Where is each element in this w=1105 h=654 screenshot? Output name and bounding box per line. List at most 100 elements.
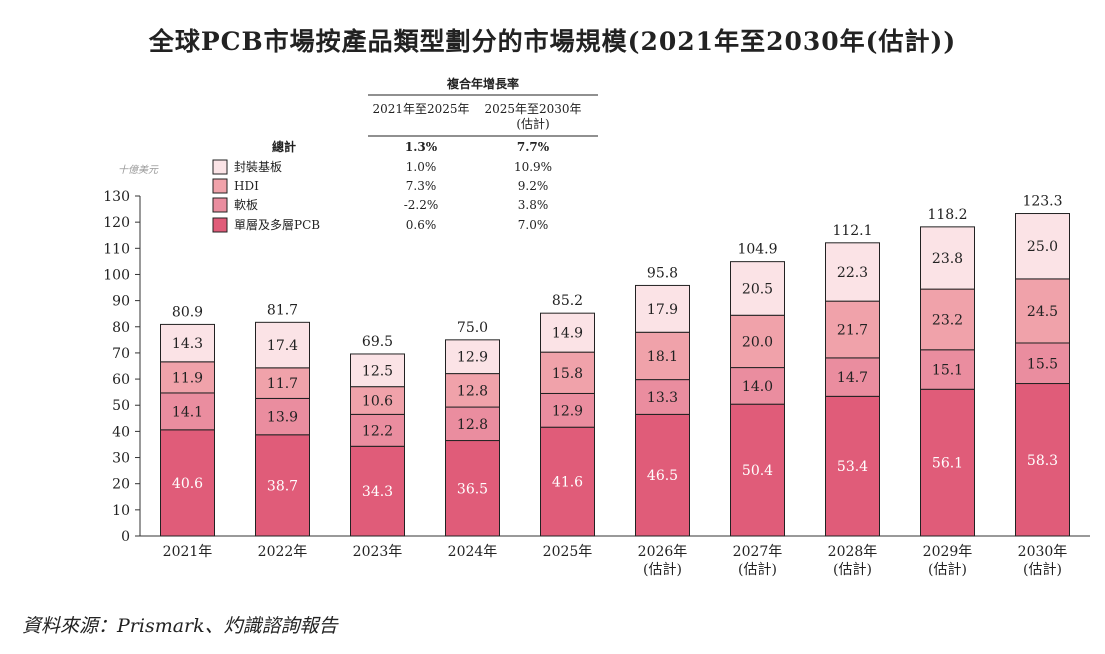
bar-segment — [540, 426, 595, 537]
data-label: 13.3 — [647, 390, 678, 406]
x-tick-label: 2021年 — [163, 544, 213, 560]
data-label: 56.1 — [932, 456, 963, 472]
data-label: 13.9 — [267, 410, 298, 426]
x-tick-label: 2022年 — [258, 544, 308, 560]
bar-segment — [635, 379, 690, 415]
x-tick-label: 2025年 — [543, 544, 593, 560]
x-tick-label: (估計) — [833, 562, 872, 578]
cagr-value: 1.3% — [405, 140, 438, 154]
y-tick-label: 100 — [103, 267, 130, 283]
bar-segment — [350, 445, 405, 537]
bar-segment — [445, 339, 500, 375]
data-label: 12.9 — [552, 403, 583, 419]
bar-segment — [825, 395, 880, 537]
total-label: 75.0 — [457, 320, 488, 336]
data-label: 20.5 — [742, 281, 773, 297]
chart-title: 全球PCB市場按產品類型劃分的市場規模(2021年至2030年(估計)) — [148, 27, 957, 56]
data-label: 14.3 — [172, 336, 203, 352]
data-label: 46.5 — [647, 468, 678, 484]
data-label: 14.0 — [742, 379, 773, 395]
cagr-value: 7.0% — [518, 218, 549, 232]
source-note: 資料來源：Prismark、灼識諮詢報告 — [22, 615, 338, 637]
x-tick-label: 2029年 — [923, 544, 973, 560]
cagr-value: 3.8% — [518, 198, 549, 212]
legend-label: 封裝基板 — [234, 160, 282, 174]
total-label: 69.5 — [362, 334, 393, 350]
data-label: 40.6 — [172, 476, 203, 492]
bar-segment — [160, 361, 215, 394]
y-tick-label: 110 — [103, 241, 130, 257]
bar-segment — [920, 288, 975, 351]
bar-segment — [730, 367, 785, 405]
legend-label: 單層及多層PCB — [234, 218, 320, 232]
data-label: 14.1 — [172, 404, 203, 420]
y-tick-label: 0 — [121, 529, 130, 545]
bar-segment — [635, 284, 690, 333]
data-label: 50.4 — [742, 463, 773, 479]
x-tick-label: 2030年 — [1018, 544, 1068, 560]
total-label: 95.8 — [647, 265, 678, 281]
data-label: 12.9 — [457, 350, 488, 366]
data-label: 21.7 — [837, 323, 868, 339]
cagr-header: 複合年增長率 — [446, 76, 519, 91]
cagr-col2-header: 2025年至2030年 — [484, 102, 581, 116]
data-label: 24.5 — [1027, 304, 1058, 320]
bar-segment — [350, 413, 405, 447]
y-tick-label: 10 — [112, 503, 130, 519]
bar-segment — [1015, 383, 1070, 537]
data-label: 58.3 — [1027, 453, 1058, 469]
x-tick-label: 2026年 — [638, 544, 688, 560]
total-label: 123.3 — [1022, 194, 1062, 210]
y-unit-label: 十億美元 — [118, 164, 159, 176]
data-label: 36.5 — [457, 481, 488, 497]
bar-segment — [730, 314, 785, 369]
total-label: 81.7 — [267, 302, 298, 318]
total-label: 112.1 — [832, 223, 872, 239]
data-label: 23.8 — [932, 251, 963, 267]
data-label: 17.9 — [647, 302, 678, 318]
x-tick-label: (估計) — [738, 562, 777, 578]
y-tick-label: 80 — [112, 320, 130, 336]
bar-segment — [1015, 342, 1070, 385]
data-label: 12.8 — [457, 383, 488, 399]
legend-swatch — [212, 217, 228, 233]
bar-segment — [825, 242, 880, 302]
bar-segment — [635, 331, 690, 381]
data-label: 20.0 — [742, 334, 773, 350]
bar-segment — [920, 349, 975, 390]
total-label: 118.2 — [927, 207, 967, 223]
bar-segment — [1015, 213, 1070, 280]
cagr-value: 7.3% — [406, 179, 437, 193]
data-label: 12.2 — [362, 423, 393, 439]
cagr-col2-header-sub: (估計) — [516, 116, 549, 131]
data-label: 17.4 — [267, 338, 298, 354]
total-label: 104.9 — [737, 242, 777, 258]
bar-segment — [445, 440, 500, 537]
data-label: 12.5 — [362, 363, 393, 379]
data-label: 10.6 — [362, 394, 393, 410]
bar-segment — [255, 434, 310, 537]
legend-swatch — [212, 178, 228, 194]
bar-segment — [540, 351, 595, 394]
bar-segment — [730, 403, 785, 537]
data-label: 41.6 — [552, 475, 583, 491]
total-label: 85.2 — [552, 293, 583, 309]
cagr-row-label: 總計 — [272, 139, 296, 154]
bar-segment — [255, 367, 310, 399]
y-tick-label: 130 — [103, 189, 130, 205]
cagr-value: 7.7% — [517, 140, 550, 154]
y-tick-label: 90 — [112, 294, 130, 310]
cagr-value: 1.0% — [406, 160, 437, 174]
bar-segment — [160, 323, 215, 363]
bar-segment — [350, 353, 405, 388]
legend-swatch — [212, 197, 228, 213]
data-label: 25.0 — [1027, 239, 1058, 255]
data-label: 53.4 — [837, 459, 868, 475]
legend-label: HDI — [234, 179, 259, 193]
data-label: 14.7 — [837, 370, 868, 386]
y-tick-label: 50 — [112, 398, 130, 414]
x-tick-label: 2024年 — [448, 544, 498, 560]
y-tick-label: 30 — [112, 451, 130, 467]
cagr-col1-header: 2021年至2025年 — [372, 102, 469, 116]
